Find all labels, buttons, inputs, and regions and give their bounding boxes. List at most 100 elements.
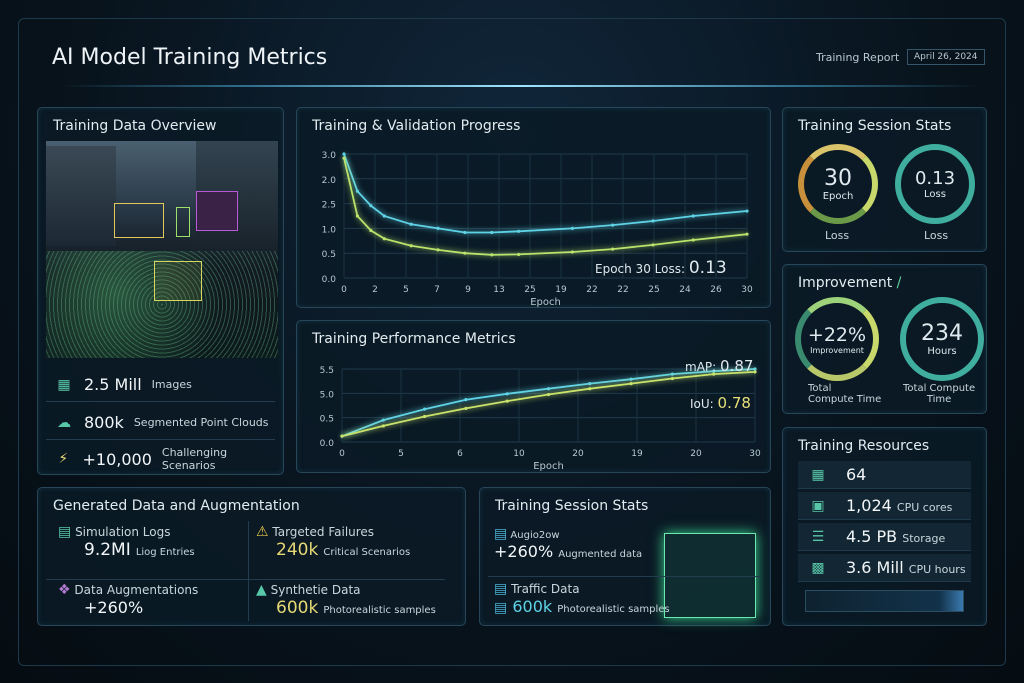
cloud-icon: ☁ bbox=[57, 414, 71, 431]
performance-metrics-panel: Training Performance Metrics 5.5 5.0 0.5 0.… bbox=[296, 320, 771, 473]
x-tick-label: 20 bbox=[572, 449, 584, 459]
improvement-ring: +22% Improvement bbox=[795, 297, 879, 381]
loss-ring: 0.13 Loss bbox=[895, 144, 975, 224]
x-tick-label: 30 bbox=[741, 285, 753, 295]
chart-title: Training Performance Metrics bbox=[312, 331, 516, 347]
epoch-ring: 30 Epoch bbox=[798, 144, 878, 224]
x-tick-label: 19 bbox=[555, 285, 567, 295]
ring-caption: Total Compute Time bbox=[808, 383, 882, 405]
x-tick-label: 0 bbox=[339, 449, 345, 459]
monitor-icon: ▤ bbox=[494, 600, 508, 616]
x-tick-label: 6 bbox=[457, 449, 463, 459]
cube-icon: ❖ bbox=[58, 582, 71, 598]
data-point bbox=[464, 398, 468, 402]
stat-row-scenarios: ⚡ +10,000 Challenging Scenarios bbox=[46, 442, 275, 476]
data-point bbox=[423, 414, 427, 419]
data-point bbox=[546, 392, 551, 397]
data-point bbox=[629, 377, 633, 381]
data-point bbox=[463, 230, 467, 235]
x-tick-label: 22 bbox=[586, 285, 597, 295]
panel-title: Training Session Stats bbox=[495, 498, 649, 514]
loss-chart: 3.02.02.51.00.50.00 2 5 7 9 13 25 19 22 22 25 24 26 3… bbox=[322, 151, 753, 308]
x-tick-label: 24 bbox=[679, 285, 691, 295]
cell-traffic-data: ▤ Traffic Data ▤ 600k Photorealistic sam… bbox=[494, 581, 670, 616]
panel-title: Training Data Overview bbox=[53, 118, 217, 134]
y-tick-label: 1.0 bbox=[322, 225, 337, 235]
data-point bbox=[670, 372, 674, 376]
data-point bbox=[382, 214, 386, 218]
data-point bbox=[611, 247, 615, 251]
panel-title: Training Resources bbox=[798, 438, 930, 454]
x-tick-label: 10 bbox=[513, 449, 525, 459]
data-point bbox=[423, 407, 427, 411]
y-tick-label: 2.0 bbox=[322, 176, 337, 186]
header-divider bbox=[60, 85, 980, 87]
data-point bbox=[753, 370, 757, 374]
data-point bbox=[745, 232, 749, 236]
x-tick-label: 9 bbox=[465, 285, 471, 295]
data-point bbox=[409, 222, 413, 226]
document-icon: ▦ bbox=[57, 376, 71, 393]
data-point bbox=[712, 369, 716, 373]
y-tick-label: 0.5 bbox=[322, 250, 336, 260]
x-axis-label: Epoch bbox=[530, 297, 561, 308]
x-tick-label: 2 bbox=[372, 285, 378, 295]
data-point bbox=[342, 156, 346, 160]
trend-icon: / bbox=[896, 275, 902, 291]
data-point bbox=[355, 189, 360, 193]
data-point bbox=[570, 250, 574, 254]
cell-augmented-data: ▤ Augio2ow +260% Augmented data bbox=[494, 526, 643, 561]
x-tick-label: 7 bbox=[434, 285, 440, 295]
data-point bbox=[490, 253, 494, 257]
data-point bbox=[381, 424, 385, 428]
stat-row-images: ▦ 2.5 Mill Images bbox=[46, 368, 275, 402]
iou-annotation: IoU: 0.78 bbox=[690, 394, 751, 412]
data-point bbox=[505, 399, 509, 403]
street-scene-image bbox=[46, 141, 278, 358]
x-tick-label: 22 bbox=[617, 285, 628, 295]
x-tick-label: 30 bbox=[749, 449, 761, 459]
monitor-icon: ▤ bbox=[494, 581, 508, 597]
resource-cpu: ▣ 1,024 CPU cores bbox=[798, 492, 971, 520]
cpu-icon: ▣ bbox=[811, 497, 825, 514]
data-point bbox=[588, 382, 592, 386]
report-label: Training Report bbox=[816, 51, 900, 64]
epoch-loss-annotation: Epoch 30 Loss: 0.13 bbox=[595, 258, 727, 278]
data-point bbox=[691, 238, 695, 242]
cell-synthetic-data: ▲ Synthetie Data 600k Photorealistic sam… bbox=[256, 582, 436, 618]
database-icon: ☰ bbox=[811, 528, 825, 545]
stat-row-point-clouds: ☁ 800k Segmented Point Clouds bbox=[46, 406, 275, 440]
x-tick-label: 25 bbox=[648, 285, 659, 295]
data-point bbox=[490, 230, 494, 235]
y-tick-label: 5.0 bbox=[320, 390, 335, 400]
x-tick-label: 19 bbox=[631, 449, 643, 459]
data-point bbox=[381, 418, 385, 422]
data-point bbox=[651, 219, 655, 223]
data-point bbox=[505, 392, 509, 396]
x-tick-label: 13 bbox=[493, 285, 504, 295]
panel-title: Generated Data and Augmentation bbox=[53, 498, 300, 514]
session-stats-panel: Training Session Stats 30 Epoch 0.13 Loss … bbox=[782, 107, 987, 252]
training-validation-panel: Training & Validation Progress 3.0 2.0 2.5… bbox=[296, 107, 771, 308]
data-point bbox=[570, 226, 574, 230]
y-tick-label: 5.5 bbox=[320, 366, 334, 376]
cell-targeted-failures: ⚠ Targeted Failures 240k Critical Scenar… bbox=[256, 524, 411, 560]
ring-caption: Loss bbox=[924, 229, 949, 242]
data-point bbox=[753, 367, 757, 371]
data-point bbox=[670, 376, 674, 381]
gpu-icon: ▦ bbox=[811, 466, 825, 483]
session-stats-panel-2: Training Session Stats ▤ Augio2ow +260% … bbox=[479, 487, 771, 626]
x-tick-label: 20 bbox=[690, 449, 702, 459]
data-point bbox=[369, 204, 373, 208]
y-tick-label: 3.0 bbox=[322, 151, 337, 161]
map-annotation: mAP: 0.87 bbox=[685, 357, 754, 375]
generated-data-panel: Generated Data and Augmentation ▤ Simula… bbox=[37, 487, 466, 626]
data-point bbox=[629, 382, 633, 386]
resource-gpu: ▦ 64 bbox=[798, 461, 971, 489]
data-point bbox=[588, 387, 592, 391]
x-tick-label: 0 bbox=[341, 285, 347, 295]
series-line-0 bbox=[343, 153, 748, 234]
data-point bbox=[546, 387, 551, 391]
ring-caption: Loss bbox=[825, 229, 850, 242]
synthetic-icon: ▲ bbox=[256, 582, 267, 598]
